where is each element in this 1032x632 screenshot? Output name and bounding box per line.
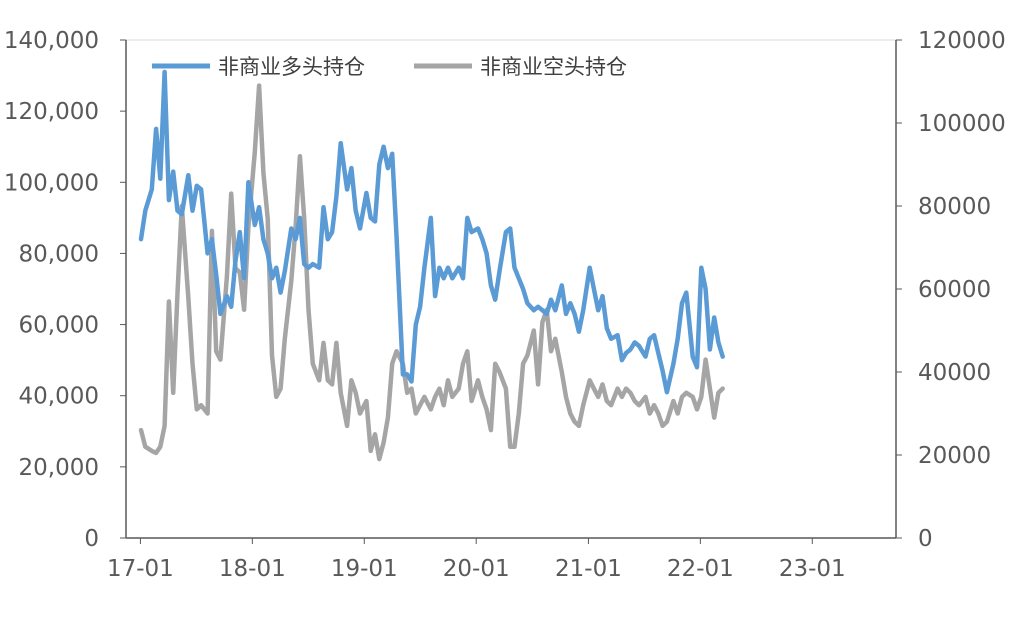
y-left-tick-label: 0 bbox=[84, 526, 99, 552]
y-right-tick-label: 120000 bbox=[918, 28, 1006, 54]
y-right-tick-label: 60000 bbox=[918, 277, 991, 303]
y-right-tick-label: 80000 bbox=[918, 194, 991, 220]
y-right-tick-label: 100000 bbox=[918, 111, 1006, 137]
y-right-tick-label: 20000 bbox=[918, 443, 991, 469]
x-tick-label: 17-01 bbox=[107, 556, 174, 582]
legend-label-long: 非商业多头持仓 bbox=[218, 55, 365, 79]
legend-label-short: 非商业空头持仓 bbox=[480, 55, 627, 79]
x-tick-label: 22-01 bbox=[667, 556, 734, 582]
y-left-tick-label: 80,000 bbox=[19, 241, 99, 267]
x-tick-label: 20-01 bbox=[443, 556, 510, 582]
y-left-tick-label: 40,000 bbox=[19, 384, 99, 410]
legend-item-long: 非商业多头持仓 bbox=[152, 55, 365, 79]
x-tick-label: 19-01 bbox=[331, 556, 398, 582]
x-tick-label: 21-01 bbox=[555, 556, 622, 582]
x-tick-label: 23-01 bbox=[779, 556, 846, 582]
y-left-tick-label: 140,000 bbox=[4, 28, 99, 54]
legend-item-short: 非商业空头持仓 bbox=[414, 55, 627, 79]
x-tick-label: 18-01 bbox=[219, 556, 286, 582]
y-right-tick-label: 40000 bbox=[918, 360, 991, 386]
y-left-tick-label: 120,000 bbox=[4, 99, 99, 125]
y-left-tick-label: 60,000 bbox=[19, 313, 99, 339]
y-right-tick-label: 0 bbox=[918, 526, 933, 552]
series-line-short-positions bbox=[138, 83, 725, 462]
y-left-tick-label: 100,000 bbox=[4, 170, 99, 196]
y-left-tick-label: 20,000 bbox=[19, 455, 99, 481]
series-line-long-positions bbox=[138, 69, 725, 395]
